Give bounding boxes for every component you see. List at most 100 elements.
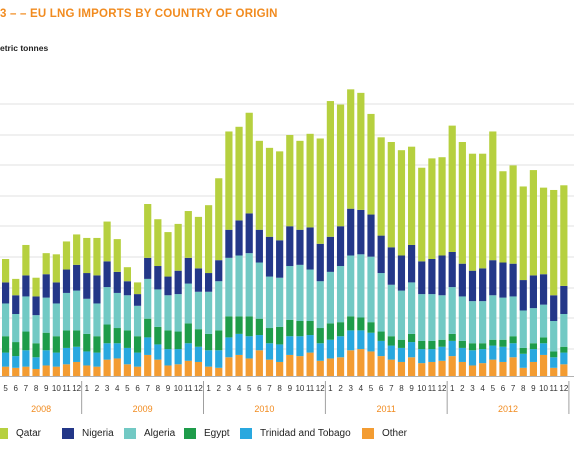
- bar-qatar: [32, 277, 40, 297]
- bar-nigeria: [215, 260, 223, 282]
- bar-nigeria: [357, 209, 365, 255]
- bar-algeria: [529, 308, 537, 344]
- bar-egypt: [113, 328, 121, 344]
- y-axis-unit: etric tonnes: [0, 43, 49, 53]
- year-label: 2010: [254, 404, 274, 414]
- bar-qatar: [93, 237, 101, 276]
- month-tick-label: 2: [217, 384, 222, 393]
- bar-algeria: [123, 295, 131, 331]
- bar-qatar: [550, 189, 558, 296]
- bar-algeria: [326, 271, 334, 324]
- month-tick-label: 9: [44, 384, 49, 393]
- bar-qatar: [448, 125, 456, 252]
- bar-trinidad-and-tobago: [448, 340, 456, 357]
- bar-egypt: [306, 321, 314, 336]
- bar-algeria: [286, 266, 294, 320]
- bar-trinidad-and-tobago: [418, 349, 426, 364]
- bar-other: [296, 356, 304, 376]
- bar-algeria: [397, 290, 406, 340]
- bar-egypt: [245, 316, 253, 337]
- bar-other: [22, 366, 30, 376]
- bar-egypt: [83, 333, 91, 352]
- year-label: 2008: [31, 404, 51, 414]
- bar-egypt: [12, 342, 20, 357]
- bar-other: [184, 360, 192, 376]
- bar-egypt: [539, 337, 548, 344]
- bar-qatar: [245, 112, 253, 214]
- bar-trinidad-and-tobago: [367, 332, 375, 352]
- month-tick-label: 8: [521, 384, 526, 393]
- bar-trinidad-and-tobago: [83, 351, 91, 366]
- bar-qatar: [387, 142, 395, 248]
- bar-qatar: [235, 126, 243, 221]
- bar-qatar: [12, 278, 20, 296]
- bar-algeria: [255, 262, 263, 319]
- legend-item-algeria: Algeria: [124, 428, 175, 439]
- bar-egypt: [550, 351, 558, 358]
- month-tick-label: 3: [227, 384, 232, 393]
- month-tick-label: 11: [62, 384, 71, 393]
- bar-algeria: [336, 266, 345, 323]
- month-tick-label: 8: [156, 384, 161, 393]
- month-tick-label: 6: [257, 384, 262, 393]
- legend-label: Nigeria: [82, 428, 114, 439]
- month-tick-label: 6: [135, 384, 140, 393]
- bar-other: [387, 359, 395, 376]
- bar-nigeria: [184, 257, 192, 284]
- bar-nigeria: [113, 271, 121, 293]
- bar-trinidad-and-tobago: [205, 350, 213, 367]
- bar-other: [560, 364, 568, 376]
- month-tick-label: 5: [247, 384, 252, 393]
- bar-other: [62, 364, 71, 376]
- bar-other: [458, 361, 466, 376]
- bar-algeria: [194, 291, 203, 330]
- bar-qatar: [113, 239, 121, 272]
- legend-swatch: [184, 428, 196, 439]
- bar-trinidad-and-tobago: [316, 343, 324, 361]
- bar-other: [194, 361, 203, 376]
- bar-other: [438, 360, 446, 376]
- month-tick-label: 9: [166, 384, 171, 393]
- bar-trinidad-and-tobago: [154, 344, 162, 360]
- bar-trinidad-and-tobago: [225, 337, 233, 358]
- month-tick-label: 12: [438, 384, 447, 393]
- bar-qatar: [306, 133, 314, 228]
- bar-nigeria: [73, 264, 81, 291]
- bar-egypt: [418, 340, 426, 350]
- bar-nigeria: [42, 274, 50, 298]
- month-tick-label: 12: [316, 384, 325, 393]
- month-tick-label: 1: [206, 384, 211, 393]
- bar-nigeria: [103, 261, 111, 288]
- legend-swatch: [0, 428, 8, 439]
- bar-other: [367, 351, 375, 376]
- bar-algeria: [438, 295, 446, 340]
- bar-egypt: [123, 330, 131, 348]
- month-tick-label: 8: [277, 384, 282, 393]
- bar-trinidad-and-tobago: [276, 344, 284, 362]
- bar-egypt: [164, 330, 172, 350]
- bar-egypt: [326, 323, 334, 340]
- bar-algeria: [306, 269, 314, 322]
- bar-egypt: [2, 336, 10, 353]
- bar-trinidad-and-tobago: [2, 352, 10, 367]
- month-tick-label: 5: [491, 384, 496, 393]
- bar-nigeria: [438, 255, 446, 296]
- bar-algeria: [215, 281, 223, 331]
- chart-title: 3 – – EU LNG IMPORTS BY COUNTRY OF ORIGI…: [0, 8, 278, 20]
- bar-egypt: [529, 343, 537, 350]
- bar-algeria: [418, 294, 426, 341]
- bar-trinidad-and-tobago: [326, 339, 334, 359]
- bar-trinidad-and-tobago: [529, 349, 537, 362]
- month-tick-label: 11: [306, 384, 315, 393]
- bar-qatar: [184, 211, 192, 258]
- bar-trinidad-and-tobago: [245, 336, 253, 359]
- bar-nigeria: [255, 229, 263, 263]
- legend: Qatar Nigeria Algeria Egypt Trinidad and Tob…: [0, 428, 574, 446]
- month-tick-label: 1: [450, 384, 455, 393]
- bar-qatar: [144, 204, 152, 258]
- bar-algeria: [245, 253, 253, 317]
- bar-qatar: [377, 137, 385, 236]
- bar-algeria: [184, 283, 192, 324]
- bar-trinidad-and-tobago: [52, 352, 60, 367]
- bar-other: [113, 358, 121, 376]
